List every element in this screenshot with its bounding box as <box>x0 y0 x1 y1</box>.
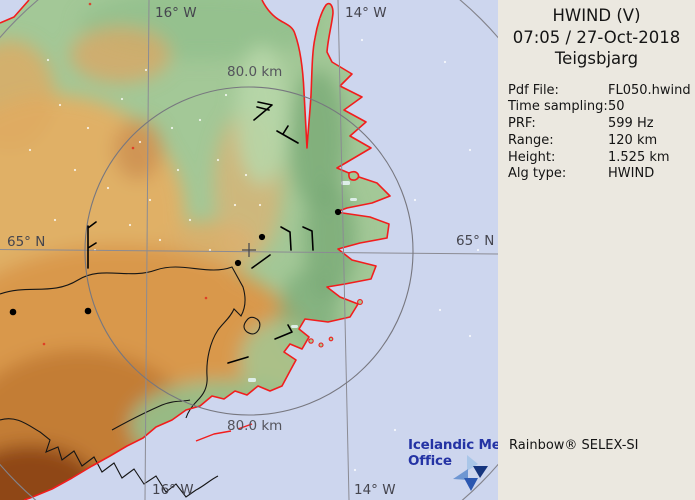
calm-wind-dots <box>9 208 342 316</box>
meridian-16w <box>144 0 150 500</box>
meta-row-prf: PRF: 599 Hz <box>508 116 654 132</box>
info-panel: HWIND (V) 07:05 / 27-Oct-2018 Teigsbjarg… <box>498 0 695 500</box>
town-markers <box>42 2 208 346</box>
lat-label-65n-left: 65° N <box>7 234 45 250</box>
product-datetime: 07:05 / 27-Oct-2018 <box>512 27 681 47</box>
meta-row-pdf-file: Pdf File: FL050.hwind <box>508 82 691 98</box>
map-specks <box>28 16 480 472</box>
radar-map-canvas[interactable]: 16° W 14° W 16° W 14° W 65° N 65° N 80.0… <box>0 0 498 500</box>
meridian-14w <box>337 0 350 500</box>
lon-label-16w-top: 16° W <box>155 5 197 21</box>
software-brand: Rainbow® SELEX-SI <box>509 438 639 453</box>
radar-site-cross <box>242 243 256 257</box>
coastline <box>0 0 391 500</box>
product-title: HWIND (V) <box>552 6 641 25</box>
range-ring-label-top: 80.0 km <box>227 64 282 80</box>
meta-row-alg-type: Alg type: HWIND <box>508 166 655 182</box>
meta-row-height: Height: 1.525 km <box>508 149 670 165</box>
range-ring-label-bottom: 80.0 km <box>227 418 282 434</box>
met-office-pinwheel-icon <box>453 455 488 491</box>
met-office-logo-text-1: Icelandic Met <box>408 437 498 453</box>
met-office-logo: Icelandic Met Office <box>408 437 498 491</box>
meta-row-range: Range: 120 km <box>508 132 658 148</box>
product-site: Teigsbjarg <box>554 49 639 68</box>
lon-label-14w-top: 14° W <box>345 5 387 21</box>
lat-label-65n-right: 65° N <box>456 233 494 249</box>
product-metadata: Pdf File: FL050.hwind Time sampling: 50 … <box>498 83 695 184</box>
lon-label-16w-bottom: 16° W <box>152 482 194 498</box>
wind-barbs <box>87 101 314 364</box>
range-ring-80km <box>84 86 414 416</box>
lon-label-14w-bottom: 14° W <box>354 482 396 498</box>
product-header: HWIND (V) 07:05 / 27-Oct-2018 Teigsbjarg <box>498 0 695 70</box>
met-office-logo-text-2: Office <box>408 453 452 469</box>
meta-row-time-sampling: Time sampling: 50 <box>508 99 625 115</box>
